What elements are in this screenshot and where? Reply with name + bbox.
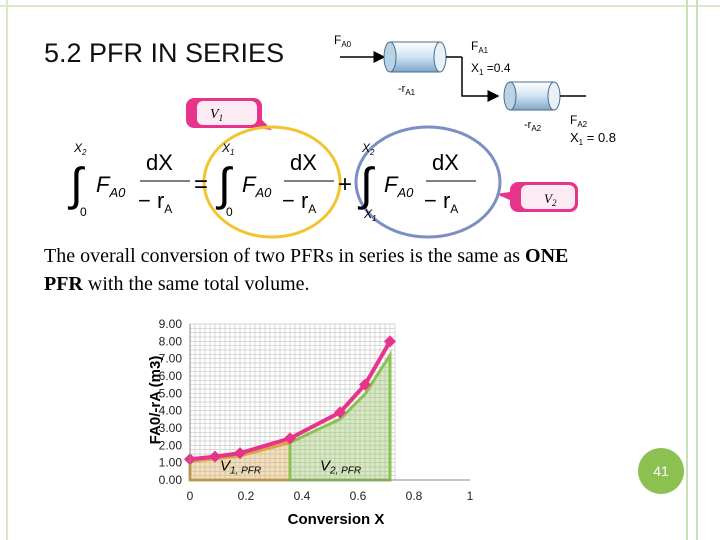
x-tick-label: 0 xyxy=(187,489,194,503)
region-1-label: V1, PFR xyxy=(220,457,261,476)
connector-arrow xyxy=(461,57,500,102)
v1-highlight-circle xyxy=(202,125,342,239)
y-axis-label: FA0/-rA (m3) xyxy=(147,356,164,445)
svg-text:V2: V2 xyxy=(544,191,557,208)
y-tick-label: 0.00 xyxy=(159,473,183,487)
series-point xyxy=(334,406,346,419)
y-tick-label: 1.00 xyxy=(159,456,183,470)
reactor-diagram: FA0 -rA1 FA1 X1 =0.4 -rA2 FA2 X1 = 0.8 V… xyxy=(67,33,616,239)
x-tick-label: 0.4 xyxy=(294,489,311,503)
slide-frame-right xyxy=(686,0,698,540)
feed-label: FA0 xyxy=(334,33,352,49)
integral-2-upper: X1 xyxy=(221,141,234,157)
pfr-1 xyxy=(383,41,447,73)
equals-sign: = xyxy=(194,171,208,198)
x-tick-label: 0.8 xyxy=(406,489,423,503)
out1-conversion: X1 =0.4 xyxy=(471,61,511,77)
v1-callout: V1 xyxy=(186,98,272,130)
x-tick-label: 0.6 xyxy=(350,489,367,503)
series-point xyxy=(284,432,296,445)
svg-text:V1: V1 xyxy=(210,107,223,123)
out1-flow-label: FA1 xyxy=(471,39,489,55)
y-tick-label: 8.00 xyxy=(159,334,183,348)
body-text: The overall conversion of two PFRs in se… xyxy=(44,245,569,295)
integral-1-upper: X2 xyxy=(73,141,87,157)
integral-1-sign: ∫ xyxy=(67,158,85,210)
rate1-label: -rA1 xyxy=(398,83,416,97)
v2-callout: V2 xyxy=(496,182,578,212)
integral-2-sign: ∫ xyxy=(215,158,233,210)
region-1-area xyxy=(188,440,292,482)
pfr-2 xyxy=(503,81,561,111)
y-tick-label: 2.00 xyxy=(159,438,183,452)
denominator-1: − rA xyxy=(138,188,172,216)
slide-frame-left xyxy=(6,0,8,540)
integral-3-upper: X2 xyxy=(361,141,375,157)
slide-title: 5.2 PFR IN SERIES xyxy=(44,38,285,68)
slide-frame-top xyxy=(0,5,720,7)
y-tick-label: 9.00 xyxy=(159,317,183,331)
design-equation: X2 ∫ 0 FA0 dX − rA = X1 ∫ 0 FA0 dX − rA … xyxy=(67,141,476,223)
y-tick-label: 5.00 xyxy=(159,386,183,400)
numerator-2: dX xyxy=(290,150,317,175)
integral-3-sign: ∫ xyxy=(357,158,375,210)
integral-1-lower: 0 xyxy=(80,205,87,219)
integrand-1-F: FA0 xyxy=(96,172,126,200)
y-tick-label: 3.00 xyxy=(159,421,183,435)
denominator-2: − rA xyxy=(282,188,316,216)
plus-sign: + xyxy=(338,171,352,198)
out2-conversion: X1 = 0.8 xyxy=(570,130,616,147)
series-point xyxy=(234,447,246,460)
series-point xyxy=(184,453,196,466)
y-tick-label: 4.00 xyxy=(159,404,183,418)
integrand-2-F: FA0 xyxy=(242,172,272,200)
integral-2-lower: 0 xyxy=(226,205,233,219)
integrand-3-F: FA0 xyxy=(384,172,414,200)
y-tick-label: 6.00 xyxy=(159,369,183,383)
x-tick-label: 1 xyxy=(467,489,474,503)
series-point xyxy=(359,378,371,391)
series-point xyxy=(209,450,221,463)
page-number-badge: 41 xyxy=(638,448,684,494)
region-2-label: V2, PFR xyxy=(320,457,361,476)
x-tick-label: 0.2 xyxy=(238,489,255,503)
v2-highlight-circle xyxy=(354,125,502,239)
series-point xyxy=(384,335,396,348)
y-tick-label: 7.00 xyxy=(159,352,183,366)
out2-flow-label: FA2 xyxy=(570,113,588,129)
numerator-3: dX xyxy=(432,150,459,175)
rate2-label: -rA2 xyxy=(524,119,542,133)
series-line xyxy=(189,340,392,462)
denominator-3: − rA xyxy=(424,188,458,216)
region-2-area xyxy=(288,350,392,482)
numerator-1: dX xyxy=(146,150,173,175)
integral-3-lower: X1 xyxy=(363,207,376,223)
x-axis-label: Conversion X xyxy=(288,511,385,528)
